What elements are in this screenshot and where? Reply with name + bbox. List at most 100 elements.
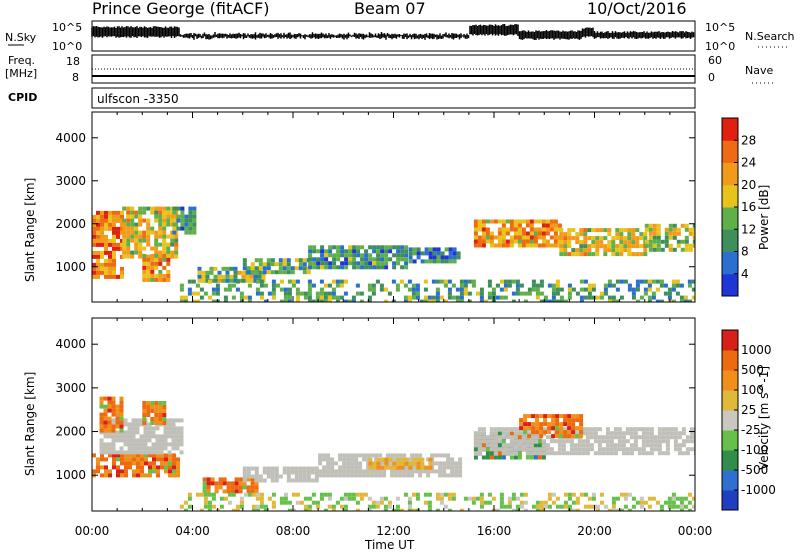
power-cell <box>485 239 490 244</box>
velocity-colorbar-tick-label: -25 <box>741 423 761 437</box>
velocity-cell <box>111 446 116 451</box>
power-cell <box>384 261 389 266</box>
power-cell <box>166 246 171 251</box>
velocity-cell <box>283 496 288 501</box>
velocity-cell <box>99 428 104 433</box>
velocity-cell <box>103 442 108 447</box>
power-cell <box>459 279 464 284</box>
power-cell <box>255 279 260 284</box>
velocity-cell <box>314 470 319 475</box>
velocity-cell <box>195 492 200 497</box>
power-cell <box>247 299 252 302</box>
velocity-cell <box>533 455 538 460</box>
velocity-cell <box>629 451 634 456</box>
power-cell <box>217 278 222 283</box>
velocity-cell <box>641 427 646 432</box>
power-cell <box>150 265 155 270</box>
power-cell <box>607 240 612 245</box>
velocity-cell <box>435 508 440 511</box>
velocity-cell <box>108 469 112 474</box>
velocity-cell <box>613 427 618 432</box>
velocity-cell <box>403 492 408 497</box>
power-cell <box>104 226 108 231</box>
power-cell <box>517 239 522 244</box>
velocity-cell <box>115 438 120 443</box>
velocity-cell <box>172 461 176 466</box>
power-cell <box>459 299 464 302</box>
power-cell <box>154 210 159 215</box>
velocity-cell <box>434 453 439 458</box>
power-cell <box>315 295 320 300</box>
power-cell <box>537 243 542 248</box>
velocity-cell <box>254 481 259 486</box>
power-cell <box>96 266 100 271</box>
velocity-cell <box>116 453 120 458</box>
velocity-cell <box>107 416 112 421</box>
power-cell <box>497 227 502 232</box>
power-cell <box>404 265 409 270</box>
power-cell <box>166 257 171 262</box>
velocity-cell <box>609 443 614 448</box>
velocity-cell <box>246 466 251 471</box>
power-cell <box>471 283 476 288</box>
power-cell <box>627 252 632 257</box>
power-cell <box>579 295 584 300</box>
power-cell <box>187 291 192 296</box>
power-cell <box>188 222 193 227</box>
velocity-cell <box>509 427 514 432</box>
power-cell <box>138 238 143 243</box>
power-cell <box>112 246 116 251</box>
power-cell <box>146 238 151 243</box>
power-cell <box>166 273 171 278</box>
power-cell <box>246 270 251 275</box>
velocity-cell <box>143 438 148 443</box>
velocity-cell <box>579 426 584 431</box>
power-cell <box>477 219 482 224</box>
power-cell <box>619 279 624 284</box>
velocity-cell <box>259 500 264 505</box>
power-cell <box>130 254 135 259</box>
power-cell <box>332 245 337 250</box>
velocity-cell <box>607 508 612 511</box>
power-cell <box>104 238 108 243</box>
power-cell <box>643 287 648 292</box>
velocity-cell <box>509 451 514 456</box>
power-cell <box>332 265 337 270</box>
power-cell <box>166 210 171 215</box>
power-cell <box>183 295 188 300</box>
power-cell <box>270 258 275 263</box>
velocity-cell <box>123 450 128 455</box>
power-cell <box>615 279 620 284</box>
velocity-cell <box>119 412 124 417</box>
power-cell <box>201 274 206 279</box>
power-cell <box>162 250 167 255</box>
power-cell <box>328 245 333 250</box>
power-cell <box>215 287 220 292</box>
velocity-cell <box>597 427 602 432</box>
power-cell <box>575 291 580 296</box>
power-cell <box>501 227 506 232</box>
power-cell <box>112 262 116 267</box>
power-cell <box>493 243 498 248</box>
power-cell <box>324 261 329 266</box>
velocity-cell <box>384 465 389 470</box>
power-cell <box>531 279 536 284</box>
power-cell <box>324 249 329 254</box>
velocity-cell <box>211 492 216 497</box>
velocity-cell <box>427 508 432 511</box>
velocity-cell <box>326 453 331 458</box>
velocity-cell <box>581 447 586 452</box>
power-cell <box>134 250 139 255</box>
power-cell <box>279 287 284 292</box>
velocity-cell <box>111 442 116 447</box>
velocity-cell <box>254 470 259 475</box>
power-cell <box>150 206 155 211</box>
power-cell <box>692 243 695 248</box>
power-cell <box>170 254 175 259</box>
velocity-cell <box>587 496 592 501</box>
velocity-cell <box>645 439 650 444</box>
velocity-cell <box>687 508 692 511</box>
power-cell <box>380 249 385 254</box>
power-cell <box>392 245 397 250</box>
power-cell <box>515 283 520 288</box>
